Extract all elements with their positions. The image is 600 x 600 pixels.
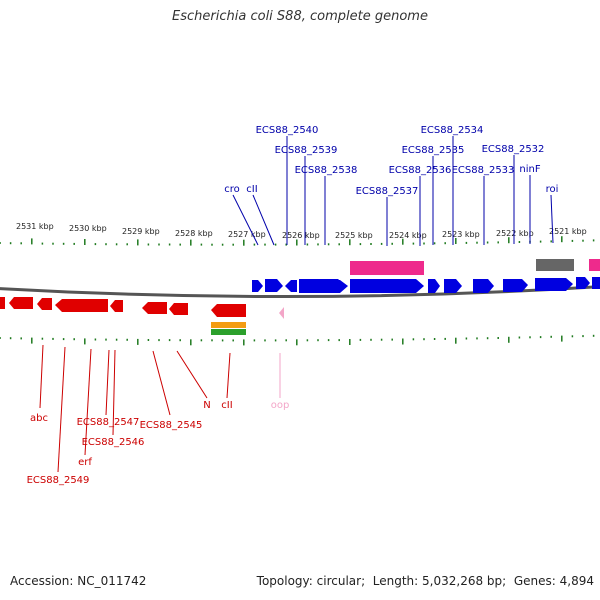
- gene-label[interactable]: ECS88_2539: [275, 145, 338, 156]
- forward-gene[interactable]: [265, 279, 283, 292]
- reverse-leaders: [39, 344, 231, 473]
- gene-label[interactable]: erf: [78, 457, 92, 468]
- reverse-labels: abc ECS88_2549 erf ECS88_2547 ECS88_2546…: [27, 400, 290, 486]
- gene-label[interactable]: abc: [30, 413, 48, 424]
- ruler-label: 2525 kbp: [335, 231, 373, 240]
- length-label: Length:: [372, 574, 419, 588]
- orange-feature[interactable]: [211, 322, 246, 328]
- reverse-gene[interactable]: [110, 300, 123, 312]
- gene-label[interactable]: ECS88_2536: [389, 165, 452, 176]
- map-title: Escherichia coli S88, complete genome: [172, 9, 428, 24]
- forward-genes: [252, 277, 600, 293]
- gene-label[interactable]: cII: [246, 184, 257, 195]
- gene-label[interactable]: ECS88_2545: [140, 420, 203, 431]
- genes-label: Genes:: [513, 574, 556, 588]
- ruler-label: 2521 kbp: [549, 227, 587, 236]
- gene-label[interactable]: ECS88_2547: [77, 417, 140, 428]
- forward-gene[interactable]: [252, 280, 263, 292]
- reverse-gene[interactable]: [142, 302, 167, 314]
- gene-label[interactable]: roi: [546, 184, 559, 195]
- forward-gene[interactable]: [535, 278, 573, 291]
- genome-summary: Topology: circular; Length: 5,032,268 bp…: [257, 574, 594, 588]
- forward-gene[interactable]: [503, 279, 528, 292]
- reverse-gene[interactable]: [169, 303, 188, 315]
- ruler-label: 2529 kbp: [122, 227, 160, 236]
- forward-gene[interactable]: [350, 279, 424, 293]
- forward-labels: ECS88_2540 ECS88_2539 ECS88_2538 ECS88_2…: [224, 125, 558, 197]
- reverse-gene[interactable]: [9, 297, 33, 309]
- forward-gene[interactable]: [592, 277, 600, 289]
- gene-label[interactable]: ECS88_2537: [356, 186, 419, 197]
- forward-gene[interactable]: [428, 279, 440, 293]
- gene-label[interactable]: ECS88_2535: [402, 145, 465, 156]
- accession-info: Accession: NC_011742: [10, 574, 146, 588]
- forward-gene[interactable]: [576, 277, 590, 289]
- gene-label[interactable]: ECS88_2549: [27, 475, 90, 486]
- ruler-label: 2531 kbp: [16, 222, 54, 231]
- ruler-label: 2523 kbp: [442, 230, 480, 239]
- gene-label[interactable]: ECS88_2532: [482, 144, 545, 155]
- magenta-feature[interactable]: [350, 261, 424, 275]
- reverse-gene[interactable]: [37, 298, 52, 310]
- summary-sep: ;: [361, 574, 369, 588]
- topology-label: Topology:: [256, 574, 313, 588]
- gene-label[interactable]: cII: [221, 400, 232, 411]
- genes-value: 4,894: [559, 574, 594, 588]
- gene-label[interactable]: ECS88_2540: [256, 125, 319, 136]
- gene-label[interactable]: ECS88_2538: [295, 165, 358, 176]
- gene-label[interactable]: ninF: [519, 164, 540, 175]
- oop-feature[interactable]: [279, 307, 284, 319]
- gene-label[interactable]: ECS88_2546: [82, 437, 145, 448]
- topology-value: circular: [316, 574, 362, 588]
- ruler-label: 2522 kbp: [496, 229, 534, 238]
- grey-feature[interactable]: [536, 259, 574, 271]
- forward-gene[interactable]: [310, 280, 348, 293]
- length-value: 5,032,268 bp: [422, 574, 503, 588]
- ruler-label: 2526 kbp: [282, 231, 320, 240]
- ruler-label: 2530 kbp: [69, 224, 107, 233]
- accession-label: Accession:: [10, 574, 74, 588]
- gene-label[interactable]: cro: [224, 184, 240, 195]
- gene-label[interactable]: ECS88_2534: [421, 125, 484, 136]
- gene-label[interactable]: ECS88_2533: [452, 165, 515, 176]
- forward-gene[interactable]: [444, 279, 462, 293]
- reverse-gene[interactable]: [55, 299, 108, 312]
- forward-gene[interactable]: [473, 279, 494, 293]
- gene-label[interactable]: N: [203, 400, 210, 411]
- forward-ruler: 2531 kbp 2530 kbp 2529 kbp 2528 kbp 2527…: [0, 222, 595, 246]
- gene-label[interactable]: oop: [271, 400, 290, 411]
- magenta-feature[interactable]: [589, 259, 600, 271]
- ruler-label: 2528 kbp: [175, 229, 213, 238]
- genome-backbone: [0, 285, 600, 299]
- summary-sep: ;: [502, 574, 511, 588]
- reverse-gene[interactable]: [0, 297, 5, 309]
- forward-gene[interactable]: [285, 280, 297, 292]
- accession-value: NC_011742: [77, 574, 147, 588]
- reverse-genes: [0, 297, 284, 319]
- ruler-label: 2527 kbp: [228, 230, 266, 239]
- ruler-label: 2524 kbp: [389, 231, 427, 240]
- reverse-ruler: [0, 334, 595, 346]
- reverse-gene[interactable]: [211, 304, 246, 317]
- green-feature[interactable]: [211, 329, 246, 335]
- forward-leaders: [232, 136, 554, 246]
